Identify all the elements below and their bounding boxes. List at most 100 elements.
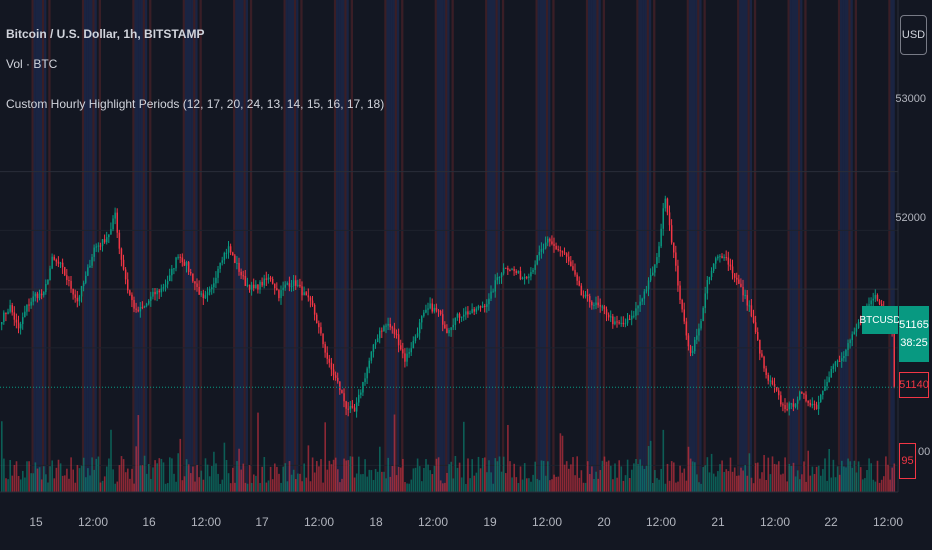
candle-body	[431, 303, 433, 312]
volume-bar	[274, 463, 276, 492]
candle-body	[347, 408, 349, 410]
candle-body	[38, 293, 41, 299]
volume-bar	[488, 460, 490, 492]
candle-body	[391, 327, 394, 329]
candle-body	[166, 281, 169, 285]
candle-body	[616, 321, 618, 323]
candle-body	[324, 344, 326, 353]
highlight-band	[42, 0, 45, 492]
candle-body	[267, 277, 270, 280]
volume-bar	[190, 473, 192, 492]
candle-body	[162, 287, 165, 289]
candle-body	[385, 325, 387, 327]
highlight-band	[434, 0, 437, 492]
candle-body	[660, 228, 662, 247]
candle-body	[843, 355, 845, 359]
candle-body	[290, 285, 293, 287]
candle-body	[469, 312, 471, 315]
highlight-band	[86, 0, 89, 492]
volume-bar	[874, 481, 877, 492]
volume-bar	[862, 479, 864, 492]
volume-bar	[738, 475, 740, 492]
candle-body	[68, 279, 70, 281]
volume-bar	[330, 464, 333, 492]
volume-bar	[576, 456, 578, 492]
volume-bar	[754, 463, 757, 492]
candle-body	[217, 268, 219, 278]
candle-body	[408, 352, 410, 354]
volume-bar	[832, 459, 835, 492]
candle-body	[116, 212, 118, 233]
highlight-band	[688, 0, 692, 492]
candle-body	[301, 286, 303, 296]
highlight-band	[386, 0, 389, 492]
volume-bar	[645, 465, 648, 492]
candle-body	[57, 261, 60, 264]
volume-bar	[410, 479, 413, 492]
time-axis-label: 12:00	[531, 515, 563, 529]
highlight-band	[640, 0, 643, 492]
volume-bar	[702, 467, 704, 492]
candle-body	[568, 256, 570, 262]
highlight-band	[33, 0, 36, 492]
volume-bar	[9, 459, 11, 492]
candle-body	[368, 360, 370, 369]
highlight-band	[850, 0, 853, 492]
candle-body	[303, 292, 305, 296]
volume-bar	[681, 472, 683, 492]
candle-body	[736, 277, 738, 280]
candle-body	[364, 378, 366, 383]
highlight-band	[791, 0, 794, 492]
indicator-legend[interactable]: Custom Hourly Highlight Periods (12, 17,…	[6, 97, 385, 111]
candle-body	[868, 304, 870, 306]
volume-bar	[229, 483, 232, 492]
candle-body	[479, 306, 482, 308]
candle-body	[240, 271, 242, 276]
candle-body	[74, 294, 76, 298]
highlight-band	[394, 0, 398, 492]
candle-body	[192, 273, 194, 282]
volume-bar	[43, 466, 45, 492]
volume-bar	[586, 461, 589, 492]
candle-body	[341, 390, 343, 394]
volume-bar	[282, 466, 284, 492]
currency-button[interactable]: USD	[900, 15, 927, 55]
volume-bar	[801, 474, 803, 492]
candle-body	[723, 257, 725, 259]
candle-body	[334, 375, 337, 378]
volume-bar	[551, 479, 553, 492]
highlight-band	[535, 0, 538, 492]
highlight-band	[235, 0, 238, 492]
candle-body	[847, 343, 849, 350]
highlight-band	[48, 0, 51, 492]
volume-bar	[620, 466, 623, 492]
time-axis-label: 12:00	[303, 515, 335, 529]
candle-body	[595, 302, 597, 305]
volume-bar	[288, 461, 291, 492]
candle-body	[93, 247, 95, 257]
highlight-band	[81, 0, 85, 492]
volume-bar	[408, 483, 410, 492]
volume-bar	[580, 470, 583, 492]
candle-body	[748, 305, 751, 307]
candle-body	[752, 316, 755, 323]
candle-body	[236, 262, 238, 264]
volume-bar	[353, 477, 356, 492]
candle-body	[876, 295, 879, 301]
volume-bar	[5, 478, 7, 492]
candle-body	[326, 352, 328, 359]
volume-bar	[379, 446, 381, 492]
volume-legend[interactable]: Vol · BTC	[6, 57, 58, 71]
volume-bar	[185, 459, 188, 492]
volume-bar	[51, 460, 53, 492]
candle-body	[584, 294, 587, 297]
volume-bar	[458, 462, 461, 492]
candle-body	[433, 307, 436, 312]
candle-body	[284, 284, 286, 288]
volume-bar	[830, 477, 833, 492]
candle-body	[631, 315, 633, 320]
highlight-band	[537, 0, 540, 492]
volume-bar	[334, 457, 337, 492]
highlight-band	[743, 0, 746, 492]
